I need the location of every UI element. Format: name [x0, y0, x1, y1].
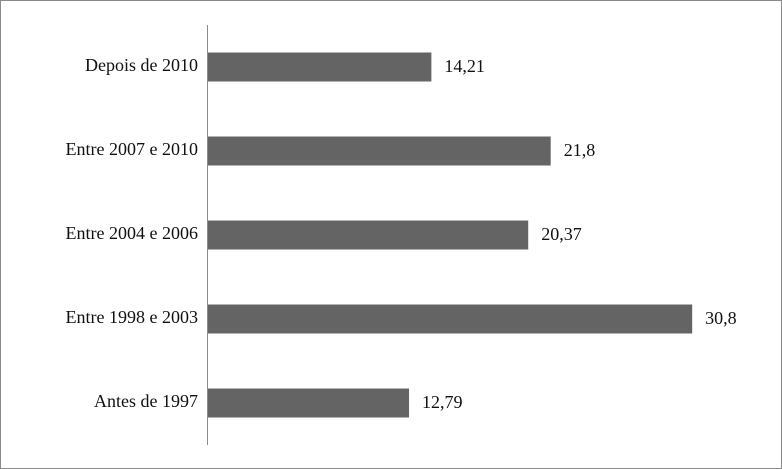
value-label: 30,8 [705, 308, 737, 328]
bar [208, 136, 551, 166]
value-label: 21,8 [564, 140, 596, 160]
bar [208, 52, 432, 82]
category-label: Entre 2007 e 2010 [66, 139, 198, 159]
category-label: Entre 2004 e 2006 [66, 223, 198, 243]
value-label: 14,21 [444, 56, 485, 76]
bar [208, 388, 410, 418]
value-label: 20,37 [541, 224, 582, 244]
value-label: 12,79 [422, 392, 463, 412]
category-label: Entre 1998 e 2003 [66, 307, 198, 327]
category-label: Depois de 2010 [85, 55, 198, 75]
bar [208, 220, 529, 250]
category-label: Antes de 1997 [94, 391, 198, 411]
bar [208, 304, 693, 334]
